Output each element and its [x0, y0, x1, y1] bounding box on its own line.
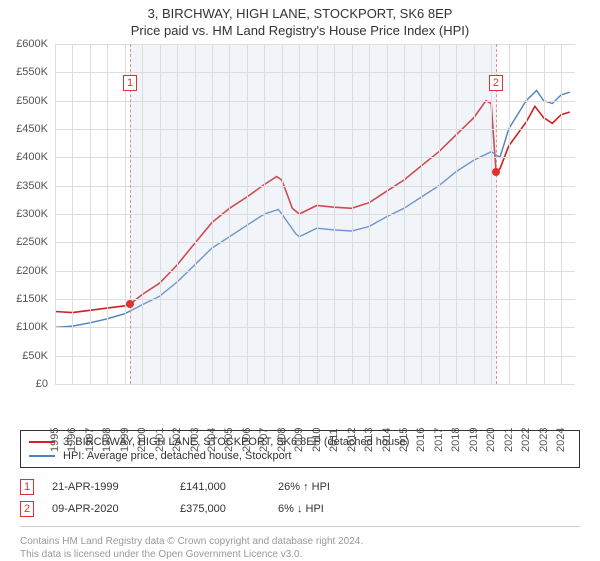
credit-line-1: Contains HM Land Registry data © Crown c…	[20, 535, 580, 548]
grid-v	[474, 44, 475, 384]
sale-marker-box: 2	[20, 501, 34, 517]
grid-v	[352, 44, 353, 384]
grid-v	[247, 44, 248, 384]
grid-v	[544, 44, 545, 384]
marker-vline	[496, 44, 497, 384]
sale-price: £141,000	[180, 481, 260, 493]
plot-area: 12	[55, 44, 575, 384]
y-tick-label: £450K	[0, 123, 48, 135]
grid-v	[526, 44, 527, 384]
sales-list: 1 21-APR-1999 £141,000 26% ↑ HPI 2 09-APR-202…	[20, 476, 580, 520]
sale-price: £375,000	[180, 503, 260, 515]
grid-v	[421, 44, 422, 384]
y-tick-label: £50K	[0, 350, 48, 362]
grid-h	[55, 157, 575, 158]
marker-dot	[492, 168, 500, 176]
title-block: 3, BIRCHWAY, HIGH LANE, STOCKPORT, SK6 8…	[0, 0, 600, 38]
sale-date: 09-APR-2020	[52, 503, 162, 515]
legend: 3, BIRCHWAY, HIGH LANE, STOCKPORT, SK6 8…	[20, 430, 580, 468]
sale-row: 2 09-APR-2020 £375,000 6% ↓ HPI	[20, 498, 580, 520]
y-tick-label: £600K	[0, 38, 48, 50]
grid-h	[55, 129, 575, 130]
grid-v	[229, 44, 230, 384]
grid-v	[317, 44, 318, 384]
grid-h	[55, 271, 575, 272]
grid-v	[55, 44, 56, 384]
grid-h	[55, 384, 575, 385]
grid-v	[107, 44, 108, 384]
grid-v	[334, 44, 335, 384]
grid-h	[55, 299, 575, 300]
y-tick-label: £550K	[0, 66, 48, 78]
marker-dot	[126, 300, 134, 308]
legend-label: 3, BIRCHWAY, HIGH LANE, STOCKPORT, SK6 8…	[63, 436, 409, 448]
y-tick-label: £400K	[0, 151, 48, 163]
sale-pct: 6% ↓ HPI	[278, 503, 338, 515]
marker-number-box: 2	[489, 75, 503, 91]
separator	[20, 526, 580, 527]
grid-v	[177, 44, 178, 384]
grid-v	[491, 44, 492, 384]
grid-v	[509, 44, 510, 384]
legend-swatch	[29, 441, 55, 443]
title-sub: Price paid vs. HM Land Registry's House …	[0, 23, 600, 38]
sale-pct: 26% ↑ HPI	[278, 481, 338, 493]
footer: 3, BIRCHWAY, HIGH LANE, STOCKPORT, SK6 8…	[20, 430, 580, 561]
grid-v	[90, 44, 91, 384]
grid-v	[160, 44, 161, 384]
grid-h	[55, 356, 575, 357]
credit-line-2: This data is licensed under the Open Gov…	[20, 548, 580, 561]
sale-marker-box: 1	[20, 479, 34, 495]
y-tick-label: £0	[0, 378, 48, 390]
grid-v	[72, 44, 73, 384]
y-tick-label: £300K	[0, 208, 48, 220]
y-tick-label: £250K	[0, 236, 48, 248]
grid-v	[369, 44, 370, 384]
marker-number-box: 1	[123, 75, 137, 91]
grid-v	[387, 44, 388, 384]
grid-v	[282, 44, 283, 384]
y-tick-label: £100K	[0, 321, 48, 333]
legend-label: HPI: Average price, detached house, Stoc…	[63, 450, 292, 462]
sale-date: 21-APR-1999	[52, 481, 162, 493]
grid-v	[404, 44, 405, 384]
sale-row: 1 21-APR-1999 £141,000 26% ↑ HPI	[20, 476, 580, 498]
grid-h	[55, 101, 575, 102]
legend-row: HPI: Average price, detached house, Stoc…	[29, 449, 571, 463]
grid-v	[125, 44, 126, 384]
y-tick-label: £500K	[0, 95, 48, 107]
y-tick-label: £200K	[0, 265, 48, 277]
grid-h	[55, 214, 575, 215]
title-main: 3, BIRCHWAY, HIGH LANE, STOCKPORT, SK6 8…	[0, 6, 600, 21]
grid-h	[55, 242, 575, 243]
grid-v	[439, 44, 440, 384]
legend-row: 3, BIRCHWAY, HIGH LANE, STOCKPORT, SK6 8…	[29, 435, 571, 449]
grid-v	[142, 44, 143, 384]
y-tick-label: £350K	[0, 180, 48, 192]
y-tick-label: £150K	[0, 293, 48, 305]
grid-v	[212, 44, 213, 384]
grid-h	[55, 327, 575, 328]
grid-v	[456, 44, 457, 384]
grid-v	[195, 44, 196, 384]
grid-h	[55, 186, 575, 187]
grid-v	[299, 44, 300, 384]
legend-swatch	[29, 455, 55, 457]
grid-v	[264, 44, 265, 384]
chart-area: 12 £0£50K£100K£150K£200K£250K£300K£350K£…	[0, 44, 600, 424]
credit: Contains HM Land Registry data © Crown c…	[20, 535, 580, 561]
grid-h	[55, 72, 575, 73]
grid-h	[55, 44, 575, 45]
chart-container: 3, BIRCHWAY, HIGH LANE, STOCKPORT, SK6 8…	[0, 0, 600, 560]
marker-vline	[130, 44, 131, 384]
grid-v	[561, 44, 562, 384]
